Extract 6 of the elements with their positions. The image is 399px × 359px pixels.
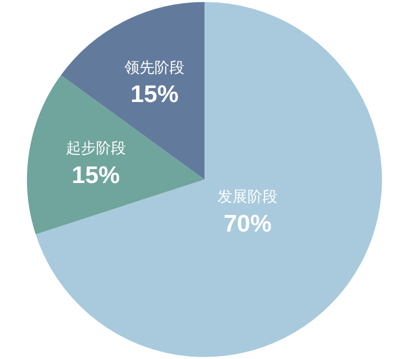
slice-label: 起步阶段 [66, 139, 126, 158]
data-label: 15% [72, 162, 120, 189]
slice-label: 发展阶段 [218, 188, 278, 206]
data-label: 70% [224, 210, 272, 238]
data-label: 15% [130, 81, 179, 108]
slice-label: 领先阶段 [124, 58, 185, 76]
